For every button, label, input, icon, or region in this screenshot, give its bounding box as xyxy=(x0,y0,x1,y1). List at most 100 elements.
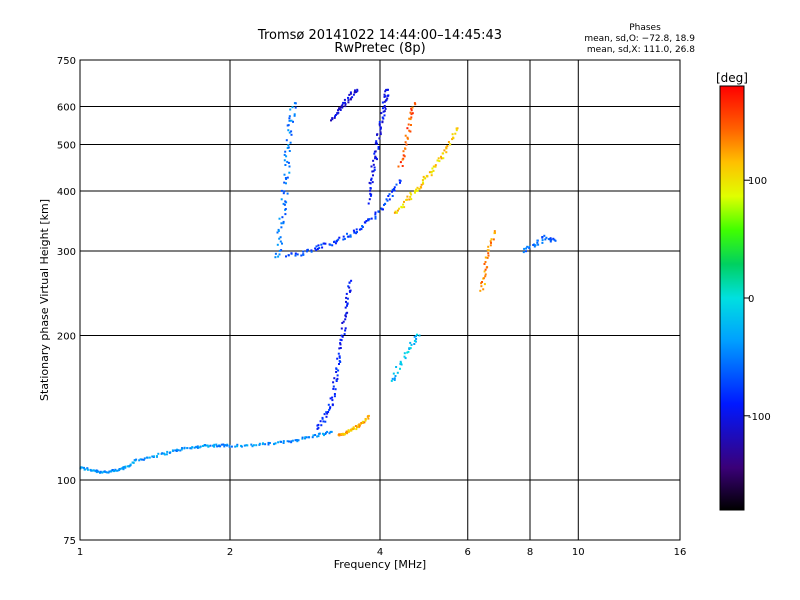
data-point xyxy=(382,107,384,110)
data-point xyxy=(279,236,282,239)
data-point xyxy=(534,244,537,247)
data-point xyxy=(385,99,388,102)
data-point xyxy=(382,117,385,120)
data-point xyxy=(116,469,119,472)
data-point xyxy=(286,440,289,443)
data-point xyxy=(118,468,121,470)
data-point xyxy=(404,357,407,360)
data-point xyxy=(331,118,334,121)
data-point xyxy=(410,198,413,201)
data-point xyxy=(393,188,395,190)
data-point xyxy=(255,444,258,447)
x-tick-label: 1 xyxy=(77,547,83,558)
data-point xyxy=(274,256,277,259)
data-point xyxy=(223,445,226,448)
data-point xyxy=(375,140,378,143)
data-point xyxy=(451,133,454,136)
data-point xyxy=(110,470,113,473)
data-point xyxy=(293,102,296,105)
data-point xyxy=(317,244,320,247)
data-point xyxy=(399,161,402,164)
data-point xyxy=(284,200,287,203)
data-point xyxy=(418,187,421,190)
data-point xyxy=(528,245,531,248)
y-tick-label: 200 xyxy=(57,332,76,343)
data-point xyxy=(401,158,404,161)
data-point xyxy=(281,242,283,245)
data-point xyxy=(306,248,309,251)
data-point xyxy=(397,165,400,168)
data-point xyxy=(356,88,359,91)
data-point xyxy=(193,446,196,449)
data-point xyxy=(373,166,376,169)
data-point xyxy=(422,181,424,184)
data-point xyxy=(414,103,417,106)
data-point xyxy=(332,381,335,384)
data-point xyxy=(410,107,413,110)
data-point xyxy=(396,209,399,212)
data-point xyxy=(338,360,341,362)
data-point xyxy=(174,449,177,452)
data-point xyxy=(393,189,396,192)
data-point xyxy=(290,133,293,136)
data-point xyxy=(525,250,527,253)
data-point xyxy=(165,453,168,456)
data-point xyxy=(344,314,347,317)
data-point xyxy=(367,202,370,205)
data-point xyxy=(347,101,350,104)
data-point xyxy=(126,465,129,468)
data-point xyxy=(547,238,550,241)
data-point xyxy=(290,252,293,255)
data-point xyxy=(284,164,287,166)
data-point xyxy=(278,237,281,240)
data-point xyxy=(324,420,327,423)
data-point xyxy=(445,146,448,149)
x-tick-label: 2 xyxy=(227,547,233,558)
data-point xyxy=(374,213,377,216)
data-point xyxy=(288,119,291,122)
data-point xyxy=(376,158,378,161)
data-point xyxy=(480,282,483,285)
data-point xyxy=(407,350,410,353)
data-point xyxy=(402,203,405,206)
data-point xyxy=(415,337,418,340)
data-point xyxy=(396,371,399,374)
data-point xyxy=(278,249,281,252)
data-point xyxy=(280,198,283,201)
data-point xyxy=(274,252,277,255)
data-point xyxy=(217,445,220,448)
data-point xyxy=(406,137,409,140)
data-point xyxy=(430,171,433,174)
data-point xyxy=(300,254,303,257)
data-point xyxy=(443,149,446,152)
data-point xyxy=(362,421,365,424)
data-point xyxy=(358,424,361,427)
data-point xyxy=(99,471,102,474)
data-point xyxy=(408,129,411,132)
data-point xyxy=(409,118,412,121)
data-point xyxy=(246,444,249,447)
data-point xyxy=(288,117,291,120)
data-point xyxy=(490,241,492,244)
data-point xyxy=(386,97,389,100)
data-point xyxy=(399,179,402,182)
data-point xyxy=(371,170,374,173)
data-point xyxy=(372,170,375,173)
data-point xyxy=(394,375,397,377)
data-point xyxy=(288,150,291,152)
data-point xyxy=(171,449,174,452)
data-point xyxy=(541,236,544,238)
data-point xyxy=(186,447,189,449)
data-point xyxy=(342,101,345,104)
data-point xyxy=(407,123,410,126)
data-point xyxy=(422,175,425,178)
data-point xyxy=(365,220,368,222)
data-point xyxy=(321,416,324,419)
data-point xyxy=(345,292,348,295)
y-tick-label: 300 xyxy=(57,247,76,258)
y-tick-label: 100 xyxy=(57,476,76,487)
colorbar-tick-label: -100 xyxy=(748,412,771,423)
data-point xyxy=(393,186,396,189)
data-point xyxy=(296,253,299,256)
data-point xyxy=(311,436,314,439)
